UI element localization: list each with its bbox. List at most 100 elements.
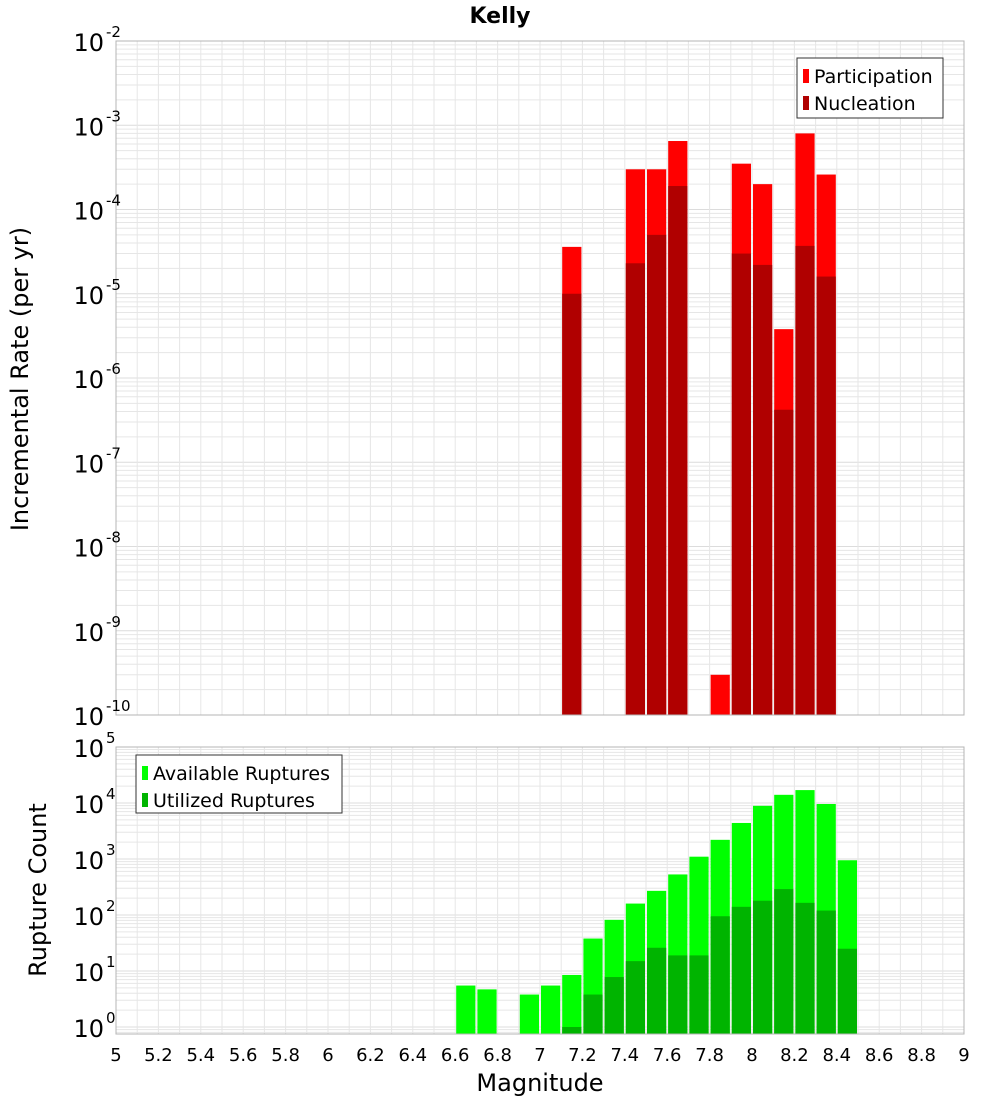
bottom-x-tick-label: 6: [322, 1045, 333, 1066]
bottom-x-tick-label: 6.2: [356, 1045, 385, 1066]
top-bar: [668, 186, 688, 715]
top-bar: [710, 674, 730, 715]
bottom-bar: [837, 948, 857, 1034]
bottom-y-tick-exponent: 1: [106, 953, 116, 971]
bottom-x-tick-label: 6.8: [483, 1045, 512, 1066]
top-plot-frame: [115, 40, 965, 716]
bottom-legend-label: Utilized Ruptures: [153, 790, 315, 812]
chart-title: Kelly: [469, 4, 530, 29]
bottom-y-axis-label: Rupture Count: [24, 803, 52, 977]
bottom-x-tick-label: 7.6: [653, 1045, 682, 1066]
bottom-bar: [710, 916, 730, 1034]
bottom-x-tick-label: 5.6: [229, 1045, 258, 1066]
top-bar: [731, 253, 751, 715]
bottom-bar: [668, 955, 688, 1034]
bottom-y-tick-exponent: 3: [106, 841, 116, 859]
top-legend-swatch: [803, 69, 809, 83]
bottom-x-tick-label: 7.2: [568, 1045, 597, 1066]
top-series-nucleation: [562, 186, 836, 716]
bottom-bar: [562, 974, 582, 1034]
bottom-y-tick-label: 10: [73, 1015, 104, 1043]
top-y-tick-exponent: -6: [106, 360, 121, 378]
top-y-tick-label: 10: [73, 29, 104, 57]
top-y-tick-exponent: -8: [106, 529, 121, 547]
bottom-x-tick-label: 8.8: [907, 1045, 936, 1066]
bottom-bar: [795, 902, 815, 1034]
bottom-x-tick-label: 9: [958, 1045, 969, 1066]
top-bar: [625, 263, 645, 715]
bottom-bar: [753, 900, 773, 1034]
bottom-series-utilized-ruptures: [562, 889, 857, 1034]
bottom-y-tick-exponent: 4: [106, 785, 116, 803]
bottom-x-tick-label: 5.2: [144, 1045, 173, 1066]
top-y-tick-exponent: -4: [106, 192, 121, 210]
top-bar: [816, 276, 836, 715]
bottom-x-tick-label: 6.4: [398, 1045, 427, 1066]
bottom-bar: [519, 994, 539, 1034]
top-legend-label: Participation: [814, 66, 933, 88]
top-y-tick-label: 10: [73, 450, 104, 478]
top-y-tick-exponent: -9: [106, 613, 121, 631]
top-gridlines: [115, 40, 965, 716]
top-bar: [562, 293, 582, 715]
bottom-legend: Available Ruptures Utilized Ruptures: [135, 754, 343, 814]
bottom-legend-swatch: [142, 793, 148, 807]
bottom-y-tick-label: 10: [73, 903, 104, 931]
top-y-tick-label: 10: [73, 535, 104, 563]
bottom-legend-label: Available Ruptures: [153, 763, 330, 785]
top-legend-label: Nucleation: [814, 93, 916, 115]
bottom-x-tick-label: 8.2: [780, 1045, 809, 1066]
bottom-x-tick-label: 5.4: [186, 1045, 215, 1066]
bottom-bar: [625, 961, 645, 1034]
top-bar: [795, 245, 815, 715]
bottom-bar: [562, 1027, 582, 1034]
top-bar: [774, 409, 794, 715]
bottom-y-tick-exponent: 2: [106, 897, 116, 915]
bottom-bar: [689, 955, 709, 1034]
bottom-bar: [541, 985, 561, 1034]
top-bar: [753, 264, 773, 715]
bottom-bar: [477, 989, 497, 1034]
bottom-x-tick-label: 5: [110, 1045, 121, 1066]
top-y-tick-label: 10: [73, 198, 104, 226]
x-axis-label: Magnitude: [476, 1069, 603, 1097]
top-y-tick-exponent: -10: [106, 697, 131, 715]
top-bar: [647, 234, 667, 716]
bottom-y-tick-label: 10: [73, 735, 104, 763]
bottom-bar: [456, 985, 476, 1034]
bottom-bar: [604, 977, 624, 1034]
bottom-x-tick-label: 7.8: [695, 1045, 724, 1066]
bottom-x-tick-label: 7.4: [610, 1045, 639, 1066]
top-y-tick-exponent: -2: [106, 23, 121, 41]
top-legend: Participation Nucleation: [796, 57, 944, 119]
bottom-legend-swatch: [142, 766, 148, 780]
bottom-plot-frame: [115, 746, 965, 1035]
bottom-bar: [647, 947, 667, 1034]
bottom-y-tick-label: 10: [73, 959, 104, 987]
bottom-y-tick-label: 10: [73, 791, 104, 819]
top-y-tick-label: 10: [73, 113, 104, 141]
bottom-y-tick-label: 10: [73, 847, 104, 875]
bottom-x-tick-label: 8.4: [822, 1045, 851, 1066]
bottom-bar: [774, 889, 794, 1034]
bottom-y-tick-exponent: 0: [106, 1009, 116, 1027]
bottom-legend-box: [135, 754, 343, 814]
bottom-bar: [583, 994, 603, 1034]
top-y-tick-exponent: -3: [106, 107, 121, 125]
bottom-x-tick-label: 5.8: [271, 1045, 300, 1066]
top-y-tick-exponent: -7: [106, 444, 121, 462]
bottom-bar: [816, 910, 836, 1034]
top-y-tick-label: 10: [73, 619, 104, 647]
bottom-panel: 10 010 110 210 310 410 55 5.2 5.4 5.6 5.8 6 6.2 6.4 6.…: [73, 729, 969, 1066]
top-y-tick-label: 10: [73, 703, 104, 731]
bottom-x-tick-label: 7: [534, 1045, 545, 1066]
bottom-x-tick-label: 8.6: [865, 1045, 894, 1066]
top-legend-box: [796, 57, 944, 119]
bottom-x-tick-label: 6.6: [441, 1045, 470, 1066]
top-y-tick-label: 10: [73, 282, 104, 310]
top-y-axis-label: Incremental Rate (per yr): [6, 227, 34, 531]
top-y-tick-exponent: -5: [106, 276, 121, 294]
